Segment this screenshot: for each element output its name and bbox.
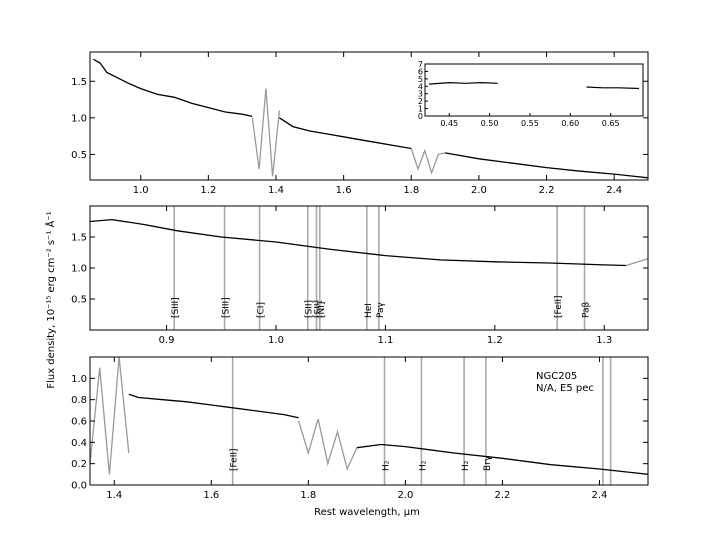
emission-line-label: [SII] <box>313 300 323 318</box>
spectrum-series <box>444 152 648 179</box>
x-tick-label: 2.2 <box>539 185 555 196</box>
x-tick-label: 2.4 <box>606 185 622 196</box>
emission-line-label: HeI <box>364 303 374 318</box>
x-tick-label: 1.3 <box>596 335 612 346</box>
x-tick-label: 1.2 <box>487 335 503 346</box>
x-tick-label: 1.6 <box>336 185 352 196</box>
x-tick-label: 2.2 <box>494 490 510 501</box>
x-tick-label: 1.8 <box>300 490 316 501</box>
x-tick-label: 1.4 <box>268 185 284 196</box>
inset-y-tick-label: 0 <box>418 112 423 121</box>
y-axis-label: Flux density, 10⁻¹⁵ erg cm⁻² s⁻¹ Å⁻¹ <box>44 211 57 388</box>
top-panel: 1.0 1.2 1.4 1.6 1.8 2.0 2.2 2.4 0.5 1.0 1.5 0.45 0.5… <box>71 51 649 196</box>
emission-line-label: H₂ <box>382 460 392 471</box>
emission-line-label: [SIII] <box>222 297 232 318</box>
y-tick-label: 0.8 <box>71 395 87 406</box>
x-axis-label: Rest wavelength, μm <box>314 507 420 518</box>
y-tick-label: 0.5 <box>71 150 87 161</box>
y-tick-label: 1.0 <box>71 113 87 124</box>
x-tick-label: 1.4 <box>106 490 122 501</box>
x-tick-label: 1.8 <box>403 185 419 196</box>
y-tick-label: 0.6 <box>71 417 87 428</box>
emission-line-label: Paγ <box>376 301 386 318</box>
x-tick-label: 2.0 <box>397 490 413 501</box>
bottom-panel: [FeII] H₂ H₂ H₂ Brγ 1.4 1.6 1.8 2.0 2.2 2.4 0.0 0.2 0… <box>71 356 649 501</box>
y-tick-label: 0.5 <box>71 295 87 306</box>
emission-line-label: [CI] <box>257 302 267 318</box>
inset-y-tick-label: 5 <box>418 75 423 84</box>
y-tick-label: 1.5 <box>71 233 87 244</box>
y-tick-label: 1.0 <box>71 264 87 275</box>
spectrum-series <box>410 148 446 175</box>
spectrum-series <box>625 258 648 267</box>
inset-series <box>586 86 640 90</box>
panel-frame <box>89 51 649 181</box>
spectrum-series <box>251 88 281 177</box>
x-tick-label: 1.0 <box>133 185 149 196</box>
inset-y-tick-label: 3 <box>418 90 423 99</box>
x-tick-label: 1.1 <box>377 335 393 346</box>
y-tick-label: 0.4 <box>71 438 87 449</box>
spectrum-series <box>297 418 358 471</box>
inset-x-tick-label: 0.45 <box>440 119 458 128</box>
x-tick-label: 0.9 <box>159 335 175 346</box>
inset-series <box>428 81 498 85</box>
emission-line-label: [SII] <box>305 300 315 318</box>
inset-y-tick-label: 7 <box>418 60 423 69</box>
inset-frame <box>424 63 644 117</box>
emission-line-label: [FeII] <box>554 295 564 318</box>
emission-line-label: Brγ <box>483 455 493 471</box>
inset-x-tick-label: 0.50 <box>481 119 499 128</box>
galaxy-annotation: N/A, E5 pec <box>536 383 594 394</box>
spectrum-series <box>90 218 627 267</box>
spectrum-series <box>93 58 253 118</box>
x-tick-label: 1.2 <box>200 185 216 196</box>
emission-line-label: [SIII] <box>171 297 181 318</box>
emission-line-label: H₂ <box>461 460 471 471</box>
middle-panel: [SIII] [SIII] [CI] [SII][SII][NI] HeI Paγ [FeI… <box>71 205 649 346</box>
emission-line-label: [FeII] <box>230 448 240 471</box>
spectrum-series <box>356 443 648 475</box>
y-tick-label: 1.5 <box>71 77 87 88</box>
inset-x-tick-label: 0.65 <box>602 119 620 128</box>
x-tick-label: 1.6 <box>203 490 219 501</box>
inset-y-tick-label: 2 <box>418 97 423 106</box>
spectrum-series <box>279 117 412 150</box>
inset-y-tick-label: 1 <box>418 105 423 114</box>
emission-line-label: Paβ <box>582 301 592 318</box>
emission-line-label: [NI] <box>317 302 327 318</box>
spectrum-series <box>90 357 130 475</box>
emission-line-label: H₂ <box>418 460 428 471</box>
inset-y-tick-label: 4 <box>418 82 423 91</box>
y-tick-label: 0.2 <box>71 459 87 470</box>
y-tick-label: 0.0 <box>71 481 87 492</box>
inset-x-tick-label: 0.55 <box>521 119 539 128</box>
galaxy-annotation: NGC205 <box>536 371 577 382</box>
inset-x-tick-label: 0.60 <box>561 119 579 128</box>
y-tick-label: 1.0 <box>71 374 87 385</box>
inset-y-tick-label: 6 <box>418 67 423 76</box>
x-tick-label: 2.0 <box>471 185 487 196</box>
spectrum-series <box>128 393 299 419</box>
x-tick-label: 2.4 <box>592 490 608 501</box>
x-tick-label: 1.0 <box>268 335 284 346</box>
